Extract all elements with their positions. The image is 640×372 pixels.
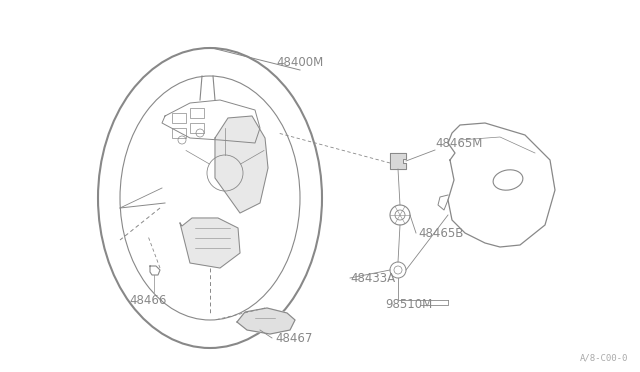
Polygon shape bbox=[215, 116, 268, 213]
Text: 48400M: 48400M bbox=[276, 55, 324, 68]
Text: A/8-C00-0: A/8-C00-0 bbox=[580, 353, 628, 362]
Polygon shape bbox=[180, 218, 240, 268]
Bar bbox=[172, 113, 186, 123]
Text: 48433A: 48433A bbox=[350, 272, 395, 285]
Bar bbox=[190, 108, 204, 118]
Polygon shape bbox=[237, 308, 295, 334]
Bar bbox=[172, 128, 186, 138]
Polygon shape bbox=[390, 153, 406, 169]
Bar bbox=[190, 123, 204, 133]
Text: 48465B: 48465B bbox=[418, 227, 463, 240]
Text: 48465M: 48465M bbox=[435, 137, 483, 150]
Text: 48466: 48466 bbox=[129, 294, 166, 307]
Text: 48467: 48467 bbox=[275, 331, 312, 344]
Text: 98510M: 98510M bbox=[385, 298, 432, 311]
